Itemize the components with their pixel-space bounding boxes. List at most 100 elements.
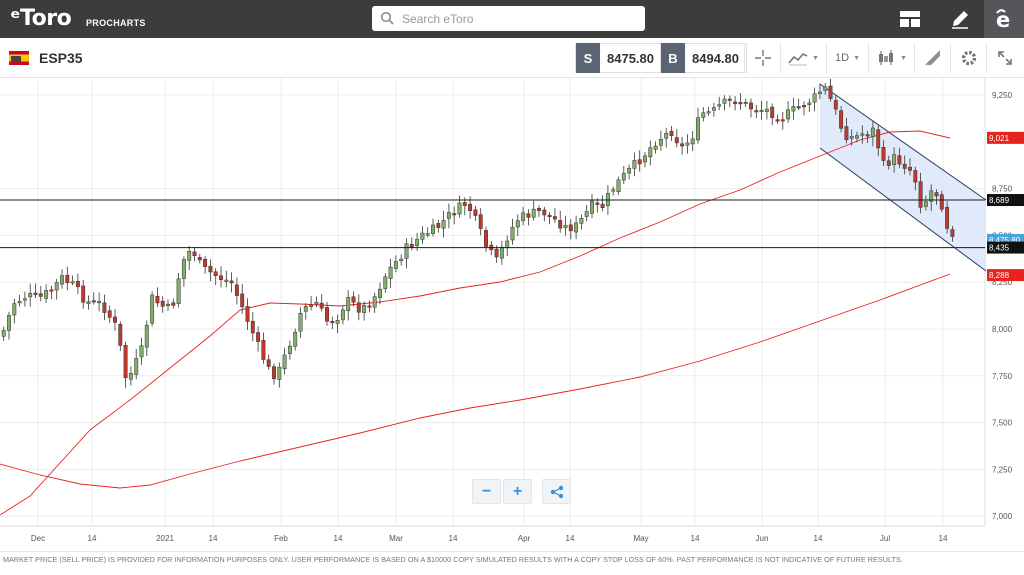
candle-body xyxy=(558,220,563,229)
candle-body xyxy=(319,302,324,309)
price-chart[interactable]: Dec 14 2021 14 Feb 14 Mar 14 Apr 14 May 14 Jun 14 Jul 1… xyxy=(0,78,1024,550)
fullscreen-button[interactable] xyxy=(986,43,1022,73)
timeframe-label: 1D xyxy=(835,52,850,64)
candle-body xyxy=(547,214,552,217)
candle-body xyxy=(309,304,314,307)
candle-body xyxy=(653,145,658,150)
y-tick-label: 7,250 xyxy=(992,465,1013,474)
candle-body xyxy=(950,229,955,237)
candle-body xyxy=(807,102,812,105)
chart-type-button[interactable]: ▼ xyxy=(780,43,826,73)
candle-body xyxy=(738,102,743,105)
x-tick-label: Feb xyxy=(274,534,288,543)
drawing-tools-icon xyxy=(925,50,940,66)
candle-body xyxy=(526,213,531,218)
instrument-name[interactable]: ESP35 xyxy=(39,50,83,66)
buy-price-box[interactable]: B 8494.80 xyxy=(660,43,747,73)
etoro-logo[interactable]: ᵉToro xyxy=(10,6,72,31)
drawing-tools-button[interactable] xyxy=(914,43,950,73)
candle-body xyxy=(616,179,621,192)
price-label: 8,435 xyxy=(989,244,1010,253)
candle-body xyxy=(404,243,409,259)
candle-body xyxy=(388,266,393,279)
y-tick-label: 7,750 xyxy=(992,372,1013,381)
candle-body xyxy=(415,239,420,246)
price-label: 8,689 xyxy=(989,196,1010,205)
candle-body xyxy=(680,143,685,147)
candle-body xyxy=(234,284,239,296)
pencil-icon xyxy=(952,11,968,29)
candle-body xyxy=(266,359,271,367)
candle-body xyxy=(621,172,626,181)
zoom-in-button[interactable]: + xyxy=(503,479,532,504)
candle-body xyxy=(1,330,6,337)
candle-body xyxy=(420,232,425,240)
candle-body xyxy=(627,167,632,174)
moving-average-line xyxy=(0,130,951,516)
candle-body xyxy=(250,321,255,334)
zoom-in-label: + xyxy=(512,482,523,500)
indicators-button[interactable]: ▼ xyxy=(868,43,914,73)
candle-body xyxy=(499,246,504,259)
candle-body xyxy=(696,117,700,141)
buy-price: 8494.80 xyxy=(692,50,739,66)
candle-body xyxy=(303,306,308,312)
candle-body xyxy=(44,290,49,299)
settings-button[interactable] xyxy=(950,43,986,73)
crosshair-icon xyxy=(754,50,771,66)
crosshair-button[interactable] xyxy=(744,43,780,73)
candle-body xyxy=(833,100,838,110)
candle-body xyxy=(902,163,907,169)
y-tick-label: 8,000 xyxy=(992,325,1013,334)
candle-body xyxy=(685,142,690,146)
share-button[interactable] xyxy=(542,479,571,504)
y-tick-label: 7,500 xyxy=(992,419,1013,428)
price-label-bg xyxy=(987,131,1024,144)
candle-body xyxy=(70,281,75,284)
candle-body xyxy=(934,192,939,197)
candle-body xyxy=(823,86,828,91)
candle-body xyxy=(595,202,600,205)
x-tick-label: 14 xyxy=(691,534,700,543)
search-input[interactable]: Search eToro xyxy=(402,12,474,26)
layout-button[interactable] xyxy=(890,0,930,38)
candle-body xyxy=(393,261,398,269)
candle-body xyxy=(256,332,261,342)
candle-body xyxy=(113,316,117,323)
x-tick-label: May xyxy=(633,534,648,543)
x-tick-label: 14 xyxy=(566,534,575,543)
candle-body xyxy=(457,202,462,215)
candle-body xyxy=(828,85,833,99)
candle-body xyxy=(770,106,775,118)
candle-body xyxy=(786,109,791,120)
candle-body xyxy=(775,119,780,122)
candle-body xyxy=(144,324,149,348)
candle-body xyxy=(134,358,139,375)
candle-body xyxy=(791,106,796,112)
candle-body xyxy=(754,110,759,113)
candle-body xyxy=(7,315,11,331)
price-label-bg xyxy=(987,194,1024,207)
sell-price-box[interactable]: S 8475.80 xyxy=(575,43,662,73)
candle-body xyxy=(590,200,594,214)
x-tick-label: 14 xyxy=(449,534,458,543)
candle-body xyxy=(462,202,467,206)
candle-body xyxy=(399,258,404,262)
price-label-bg xyxy=(987,269,1024,282)
candle-body xyxy=(669,130,674,136)
etoro-home-button[interactable]: e xyxy=(984,0,1024,38)
candle-body xyxy=(181,259,186,279)
timeframe-select[interactable]: 1D ▼ xyxy=(826,43,868,73)
edit-button[interactable] xyxy=(940,0,980,38)
candle-body xyxy=(743,102,748,105)
x-tick-label: 2021 xyxy=(156,534,174,543)
candle-body xyxy=(372,296,377,308)
zoom-out-button[interactable]: − xyxy=(472,479,501,504)
candle-body xyxy=(892,154,897,165)
candle-body xyxy=(123,344,128,379)
candle-body xyxy=(378,288,382,298)
search-box[interactable]: Search eToro xyxy=(372,6,645,31)
candle-body xyxy=(261,339,266,360)
candle-body xyxy=(192,251,197,257)
y-tick-label: 7,000 xyxy=(992,512,1013,521)
